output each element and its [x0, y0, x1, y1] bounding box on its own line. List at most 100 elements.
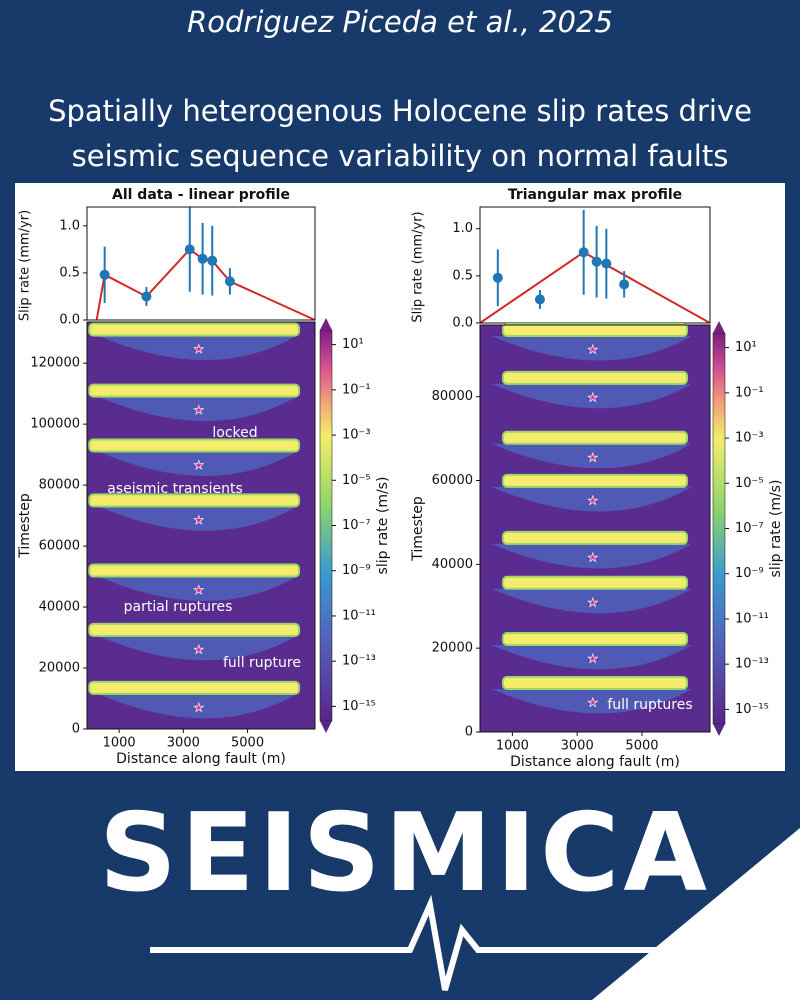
rupture-event [502, 530, 688, 545]
hypocenter-star: ★ [193, 642, 204, 656]
y-tick-label: 80000 [432, 389, 473, 404]
colorbar-tick-label: 10⁻¹⁵ [735, 702, 769, 717]
colorbar-tick-label: 10⁻¹¹ [735, 611, 769, 626]
hypocenter-star: ★ [587, 651, 598, 665]
y-axis-label: Slip rate (mm/yr) [411, 211, 426, 322]
data-point [534, 294, 545, 305]
corner-shape [592, 828, 800, 1000]
interseismic-zone [98, 576, 297, 601]
colorbar-extend [320, 318, 332, 330]
interseismic-zone [491, 543, 692, 569]
interseismic-zone [491, 443, 692, 469]
data-point [591, 256, 602, 267]
colorbar-tick-label: 10¹ [735, 340, 757, 355]
interseismic-zone [491, 588, 692, 614]
interseismic-zone [98, 635, 297, 661]
chart-title: All data - linear profile [112, 187, 290, 203]
data-point [184, 244, 195, 255]
colorbar [319, 329, 333, 722]
annotation: full rupture [223, 655, 301, 671]
colorbar-label: slip rate (m/s) [768, 480, 784, 578]
hypocenter-star: ★ [193, 513, 204, 527]
y-tick-label: 0.0 [452, 316, 473, 331]
interseismic-zone [98, 451, 297, 476]
rupture-event [88, 383, 301, 398]
rupture-event [502, 675, 688, 690]
annotation: partial ruptures [124, 599, 233, 615]
hypocenter-star: ★ [193, 458, 204, 472]
data-point [224, 276, 235, 287]
hypocenter-star: ★ [587, 695, 598, 709]
title-line: seismic sequence variability on normal f… [72, 139, 729, 173]
interseismic-zone [491, 336, 692, 361]
hypocenter-star: ★ [587, 390, 598, 404]
plot-frame [479, 206, 711, 324]
y-tick-label: 1.0 [59, 218, 80, 233]
y-tick-label: 60000 [39, 539, 80, 554]
y-tick-label: 100000 [30, 417, 80, 432]
annotation: full ruptures [607, 697, 692, 713]
colorbar-tick-label: 10⁻⁷ [342, 518, 371, 533]
y-tick-label: 80000 [39, 478, 80, 493]
rupture-event [88, 322, 301, 337]
interseismic-zone [98, 396, 297, 422]
x-tick-label: 1000 [496, 739, 529, 754]
interseismic-zone [98, 506, 297, 531]
title-line: Spatially heterogenous Holocene slip rat… [48, 94, 752, 128]
interseismic-zone [491, 688, 692, 714]
colorbar-tick-label: 10⁻¹³ [342, 654, 376, 669]
plot-frame [86, 206, 316, 321]
colorbar-tick-label: 10⁻¹⁵ [342, 699, 376, 714]
colorbar-extend [713, 321, 725, 333]
colorbar-tick-label: 10⁻¹ [342, 382, 371, 397]
chart-title: Triangular max profile [508, 187, 682, 203]
colorbar-extend [320, 721, 332, 733]
hypocenter-star: ★ [587, 595, 598, 609]
x-tick-label: 5000 [231, 736, 264, 751]
x-tick-label: 3000 [167, 736, 200, 751]
y-tick-label: 0 [465, 725, 473, 740]
logo-wave [150, 894, 700, 991]
hypocenter-star: ★ [587, 550, 598, 564]
plot-frame [479, 324, 711, 733]
colorbar-tick-label: 10⁻¹¹ [342, 608, 376, 623]
colorbar-tick-label: 10⁻⁹ [342, 563, 371, 578]
colorbar-tick-label: 10⁻⁷ [735, 521, 764, 536]
colorbar-tick-label: 10¹ [342, 337, 364, 352]
annotation: aseismic transients [107, 481, 243, 497]
x-axis-label: Distance along fault (m) [510, 754, 680, 770]
data-point [492, 272, 503, 283]
hypocenter-star: ★ [587, 343, 598, 357]
colorbar-tick-label: 10⁻¹³ [735, 657, 769, 672]
y-axis-label: Timestep [17, 493, 33, 559]
data-point [578, 247, 589, 258]
rupture-event [88, 438, 301, 453]
x-axis-label: Distance along fault (m) [116, 751, 286, 767]
y-axis-label: Slip rate (mm/yr) [18, 210, 33, 321]
colorbar-tick-label: 10⁻¹ [735, 385, 764, 400]
interseismic-zone [491, 486, 692, 512]
rupture-event [88, 622, 301, 637]
y-axis-label: Timestep [410, 496, 426, 562]
colorbar-tick-label: 10⁻³ [342, 428, 371, 443]
interseismic-zone [98, 693, 297, 719]
y-tick-label: 0.5 [59, 265, 80, 280]
y-tick-label: 60000 [432, 473, 473, 488]
logo: SEISMICA [99, 791, 711, 916]
x-tick-label: 1000 [103, 736, 136, 751]
colorbar-tick-label: 10⁻⁵ [735, 476, 764, 491]
colorbar-tick-label: 10⁻³ [735, 431, 764, 446]
rupture-event [502, 323, 688, 338]
hypocenter-star: ★ [587, 450, 598, 464]
y-tick-label: 0.0 [59, 313, 80, 328]
y-tick-label: 120000 [30, 356, 80, 371]
rupture-event [502, 575, 688, 590]
data-point [619, 279, 630, 290]
colorbar [712, 332, 726, 725]
x-tick-label: 3000 [561, 739, 594, 754]
y-tick-label: 40000 [432, 557, 473, 572]
interseismic-zone [98, 335, 297, 361]
authors: Rodriguez Piceda et al., 2025 [187, 5, 613, 39]
